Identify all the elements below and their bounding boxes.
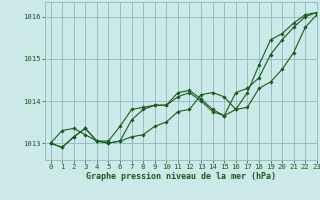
X-axis label: Graphe pression niveau de la mer (hPa): Graphe pression niveau de la mer (hPa) — [86, 172, 276, 181]
